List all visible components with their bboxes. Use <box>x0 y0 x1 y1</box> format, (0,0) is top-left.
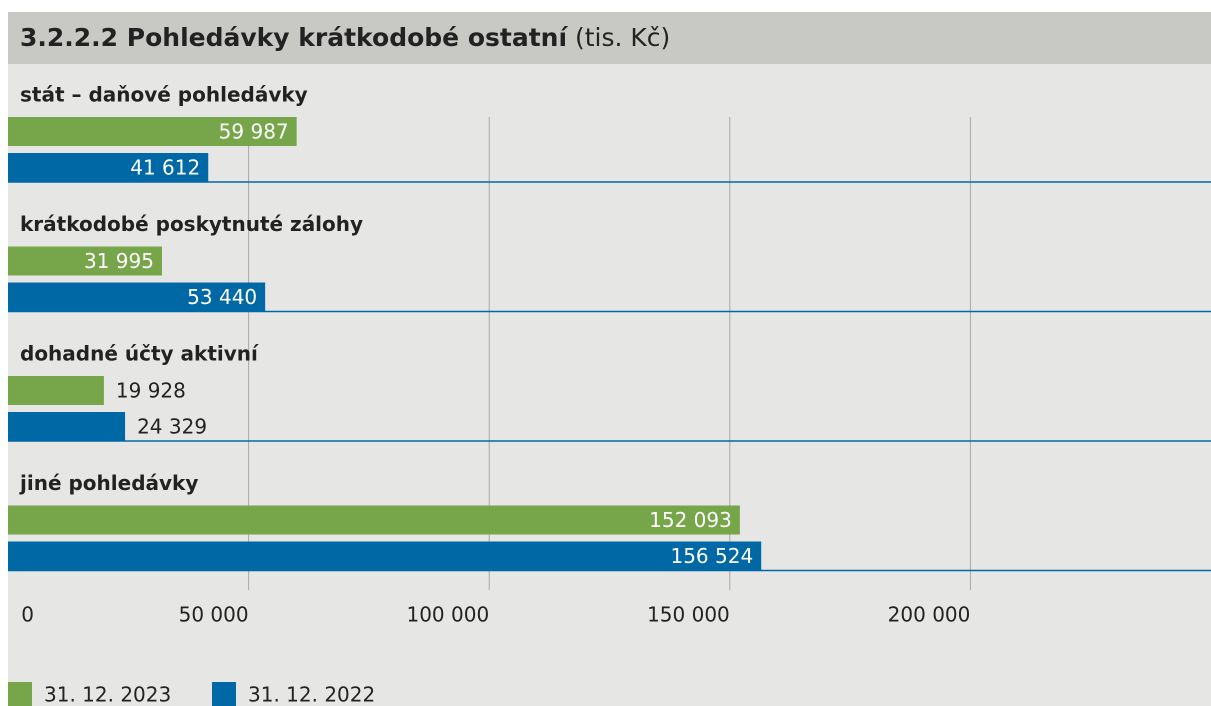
value-label: 152 093 <box>649 508 732 532</box>
bar <box>8 282 266 312</box>
legend-label: 31. 12. 2023 <box>44 683 171 706</box>
value-label: 41 612 <box>130 156 200 180</box>
x-tick-label: 100 000 <box>406 603 489 627</box>
legend-swatch <box>8 682 32 706</box>
x-tick-label: 150 000 <box>647 603 730 627</box>
category-label: krátkodobé poskytnuté zálohy <box>20 212 363 236</box>
title-band <box>8 12 1211 64</box>
bar <box>8 505 740 535</box>
x-tick-label: 200 000 <box>888 603 971 627</box>
legend-swatch <box>212 682 236 706</box>
value-label: 156 524 <box>670 544 753 568</box>
bar <box>8 153 209 182</box>
chart-title-group: 3.2.2.2 Pohledávky krátkodobé ostatní (t… <box>20 23 670 52</box>
chart-unit: (tis. Kč) <box>575 23 670 52</box>
chart-title: 3.2.2.2 Pohledávky krátkodobé ostatní <box>20 23 568 52</box>
category-label: dohadné účty aktivní <box>20 342 259 366</box>
x-tick-label: 0 <box>21 603 34 627</box>
legend-label: 31. 12. 2022 <box>248 683 375 706</box>
bar <box>8 541 762 571</box>
bar <box>8 246 162 276</box>
bar <box>8 412 126 441</box>
value-label: 19 928 <box>116 379 186 403</box>
value-label: 31 995 <box>84 249 154 273</box>
x-tick-label: 50 000 <box>179 603 249 627</box>
value-label: 24 329 <box>137 415 207 439</box>
category-label: jiné pohledávky <box>19 471 198 495</box>
value-label: 59 987 <box>219 120 289 144</box>
bar <box>8 117 297 146</box>
value-label: 53 440 <box>187 285 257 309</box>
bar <box>8 376 104 405</box>
category-label: stát – daňové pohledávky <box>20 83 308 107</box>
